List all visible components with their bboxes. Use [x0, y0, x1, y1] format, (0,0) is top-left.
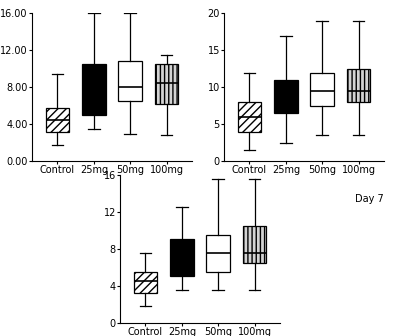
- PathPatch shape: [134, 272, 157, 293]
- PathPatch shape: [238, 102, 261, 132]
- Text: Day 7: Day 7: [355, 194, 384, 204]
- PathPatch shape: [155, 64, 178, 104]
- PathPatch shape: [118, 61, 142, 101]
- PathPatch shape: [274, 80, 298, 113]
- PathPatch shape: [206, 235, 230, 272]
- PathPatch shape: [347, 69, 370, 102]
- PathPatch shape: [310, 73, 334, 106]
- PathPatch shape: [46, 108, 69, 132]
- PathPatch shape: [170, 239, 194, 276]
- PathPatch shape: [82, 64, 106, 115]
- PathPatch shape: [243, 225, 266, 262]
- Text: Day 3: Day 3: [163, 194, 192, 204]
